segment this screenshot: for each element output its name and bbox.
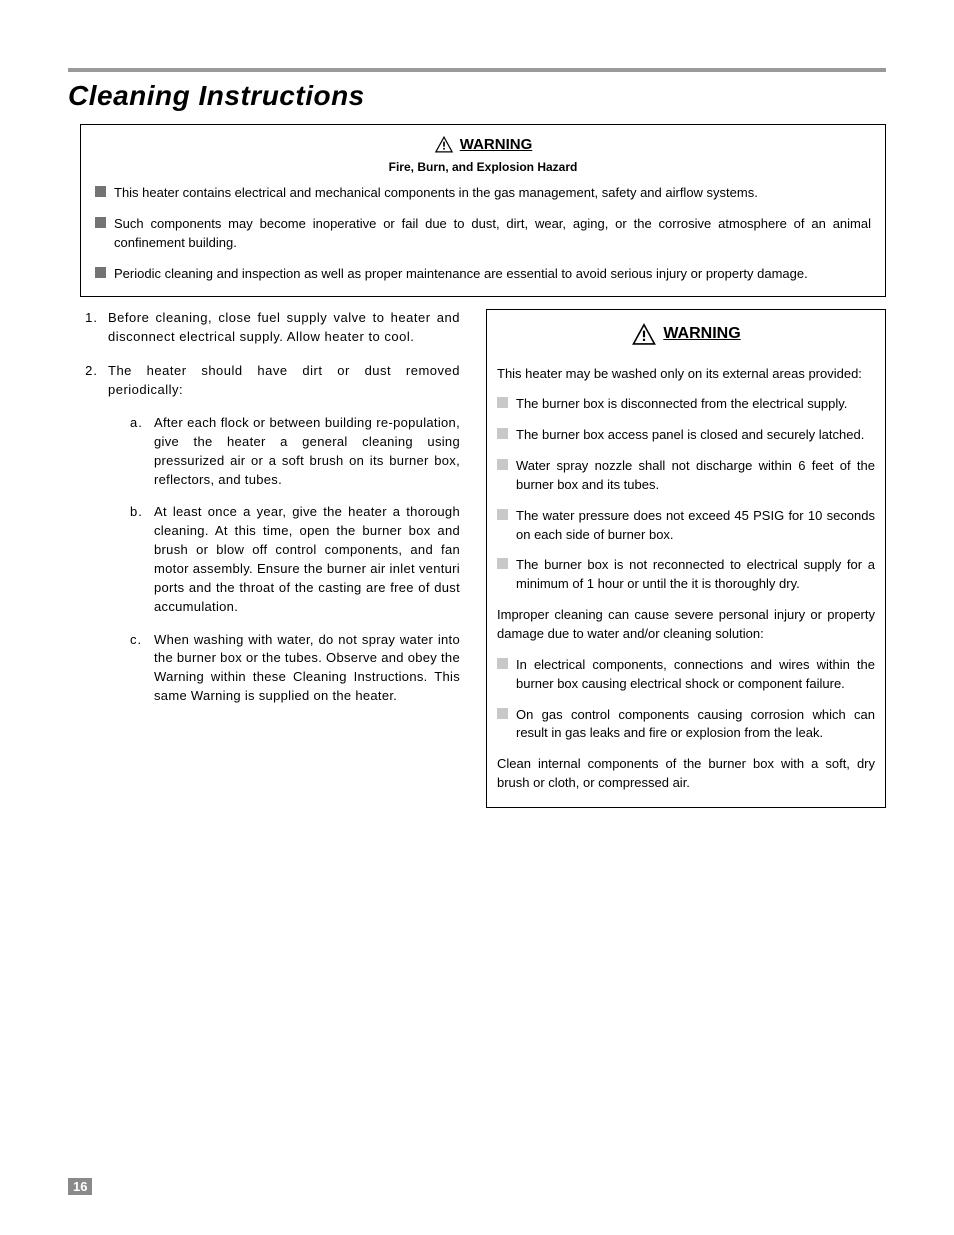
warning-bullet: The burner box is not reconnected to ele…: [497, 556, 875, 594]
bullet-text: On gas control components causing corros…: [516, 706, 875, 744]
warning-header: WARNING Fire, Burn, and Explosion Hazard: [95, 135, 871, 174]
hazard-icon: [631, 322, 657, 346]
warning-bullet: In electrical components, connections an…: [497, 656, 875, 694]
top-rule: [68, 68, 886, 72]
substep-item: b. At least once a year, give the heater…: [130, 503, 460, 616]
page: Cleaning Instructions WARNING Fire, Burn…: [0, 0, 954, 1235]
substep-text: At least once a year, give the heater a …: [154, 503, 460, 616]
bullet-square-icon: [95, 217, 106, 228]
warning-bullet: The burner box access panel is closed an…: [497, 426, 875, 445]
warning-heading-text: WARNING: [663, 325, 740, 343]
substep-letter: a.: [130, 414, 146, 489]
warning-bullet: This heater contains electrical and mech…: [95, 184, 871, 203]
bullet-text: This heater contains electrical and mech…: [114, 184, 758, 203]
bullet-text: The water pressure does not exceed 45 PS…: [516, 507, 875, 545]
warning-bullet: The water pressure does not exceed 45 PS…: [497, 507, 875, 545]
substep-letter: b.: [130, 503, 146, 616]
page-number-badge: 16: [68, 1178, 92, 1195]
bullet-text: The burner box is disconnected from the …: [516, 395, 847, 414]
right-column: WARNING This heater may be washed only o…: [486, 309, 886, 808]
substep-text: When washing with water, do not spray wa…: [154, 631, 460, 706]
page-title: Cleaning Instructions: [68, 80, 886, 112]
warning-bullet: The burner box is disconnected from the …: [497, 395, 875, 414]
step-body: The heater should have dirt or dust remo…: [108, 362, 460, 706]
substep-letter: c.: [130, 631, 146, 706]
two-column-layout: 1. Before cleaning, close fuel supply va…: [80, 309, 886, 808]
left-column: 1. Before cleaning, close fuel supply va…: [80, 309, 460, 808]
hazard-icon: [434, 135, 454, 153]
bullet-text: Such components may become inoperative o…: [114, 215, 871, 253]
bullet-square-icon: [497, 509, 508, 520]
step-text: The heater should have dirt or dust remo…: [108, 363, 460, 397]
step-item: 2. The heater should have dirt or dust r…: [80, 362, 460, 706]
bullet-square-icon: [497, 658, 508, 669]
step-number: 1.: [80, 309, 98, 347]
warning-outro: Clean internal components of the burner …: [497, 755, 875, 793]
bullet-square-icon: [95, 267, 106, 278]
warning-heading-text: WARNING: [460, 136, 533, 153]
bullet-text: The burner box access panel is closed an…: [516, 426, 864, 445]
bullet-square-icon: [497, 397, 508, 408]
substep-item: a. After each flock or between building …: [130, 414, 460, 489]
bullet-text: In electrical components, connections an…: [516, 656, 875, 694]
warning-subheading: Fire, Burn, and Explosion Hazard: [95, 160, 871, 174]
step-number: 2.: [80, 362, 98, 706]
warning-header: WARNING: [497, 322, 875, 351]
warning-box-top: WARNING Fire, Burn, and Explosion Hazard…: [80, 124, 886, 297]
warning-heading-line: WARNING: [631, 322, 740, 346]
substep-text: After each flock or between building re-…: [154, 414, 460, 489]
bullet-text: Periodic cleaning and inspection as well…: [114, 265, 808, 284]
warning-mid: Improper cleaning can cause severe perso…: [497, 606, 875, 644]
warning-intro: This heater may be washed only on its ex…: [497, 365, 875, 384]
bullet-square-icon: [497, 428, 508, 439]
bullet-square-icon: [497, 558, 508, 569]
bullet-square-icon: [95, 186, 106, 197]
bullet-text: Water spray nozzle shall not discharge w…: [516, 457, 875, 495]
warning-heading-line: WARNING: [434, 135, 533, 153]
substep-item: c. When washing with water, do not spray…: [130, 631, 460, 706]
bullet-square-icon: [497, 708, 508, 719]
bullet-text: The burner box is not reconnected to ele…: [516, 556, 875, 594]
warning-bullet: On gas control components causing corros…: [497, 706, 875, 744]
step-item: 1. Before cleaning, close fuel supply va…: [80, 309, 460, 347]
bullet-square-icon: [497, 459, 508, 470]
warning-bullet: Periodic cleaning and inspection as well…: [95, 265, 871, 284]
warning-box-right: WARNING This heater may be washed only o…: [486, 309, 886, 808]
step-text: Before cleaning, close fuel supply valve…: [108, 309, 460, 347]
warning-bullet: Such components may become inoperative o…: [95, 215, 871, 253]
warning-bullet: Water spray nozzle shall not discharge w…: [497, 457, 875, 495]
